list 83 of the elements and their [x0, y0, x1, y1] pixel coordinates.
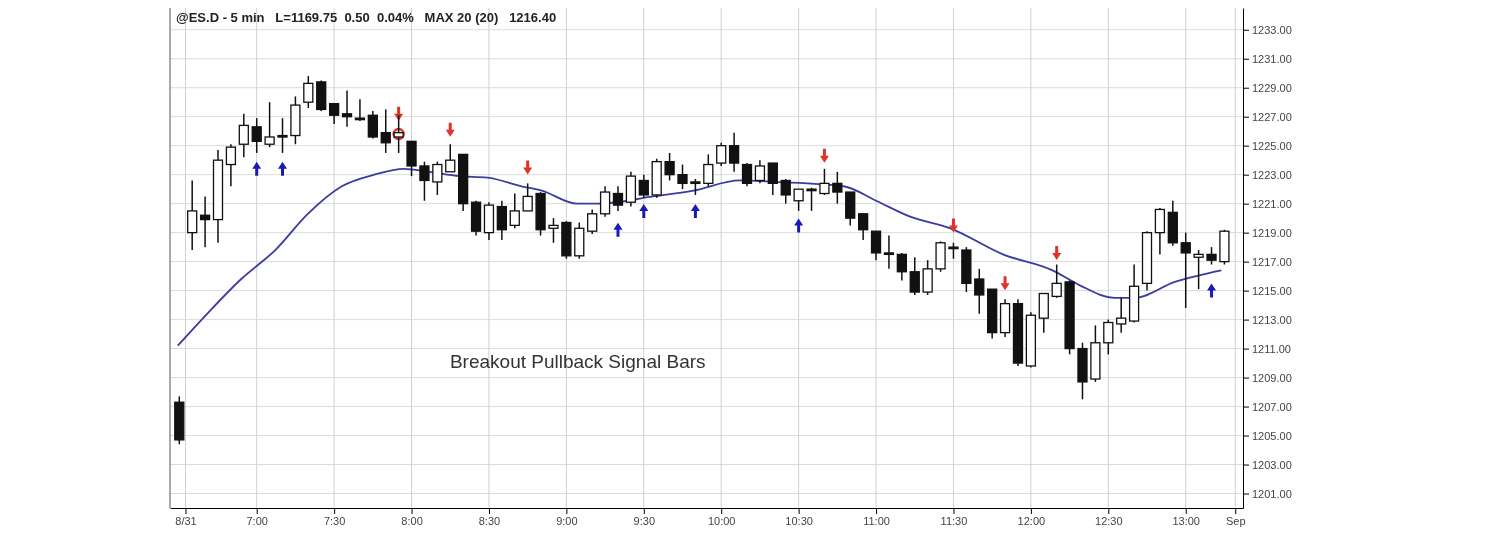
x-tick-label: 13:00 — [1172, 514, 1200, 527]
candlestick — [303, 75, 314, 109]
x-tick-label: 7:30 — [323, 514, 346, 527]
x-tick-label: 7:00 — [246, 514, 268, 527]
x-tick-label: 12:00 — [1017, 514, 1046, 527]
candlestick — [896, 252, 907, 282]
x-tick-label: 9:30 — [633, 514, 655, 527]
y-tick-label: 1231.00 — [1252, 52, 1292, 65]
candlestick — [548, 217, 559, 244]
y-tick-label: 1203.00 — [1252, 458, 1292, 471]
x-tick-label: 9:00 — [556, 514, 578, 527]
y-tick-label: 1217.00 — [1252, 255, 1292, 268]
x-tick-label: 11:00 — [863, 514, 890, 527]
candlestick — [870, 230, 882, 261]
candlestick — [832, 171, 843, 205]
candlestick — [780, 178, 791, 205]
x-tick-label: 8/31 — [175, 514, 197, 527]
candlestick — [1116, 297, 1127, 334]
y-tick-label: 1207.00 — [1252, 400, 1292, 413]
y-tick-label: 1227.00 — [1252, 110, 1292, 123]
candlestick — [1051, 263, 1062, 299]
candlestick — [187, 179, 198, 251]
candlestick — [238, 113, 249, 159]
candlestick — [716, 142, 727, 167]
candlestick — [1103, 318, 1114, 356]
candlestick — [664, 152, 675, 182]
candlestick — [741, 162, 753, 188]
y-tick-label: 1201.00 — [1252, 487, 1292, 500]
candlestick — [767, 162, 778, 196]
candlestick — [509, 192, 520, 230]
y-tick-label: 1205.00 — [1252, 429, 1292, 442]
candlestick — [354, 98, 366, 122]
candlestick — [445, 143, 456, 173]
candlestick — [264, 101, 275, 148]
y-tick-label: 1211.00 — [1252, 342, 1291, 355]
candlestick — [858, 213, 869, 241]
x-tick-label: Sep — [1225, 514, 1246, 527]
candlestick — [380, 108, 391, 154]
candlestick — [277, 117, 288, 154]
candlestick — [819, 168, 830, 196]
candlestick — [677, 163, 688, 190]
x-tick-label: 11:30 — [940, 514, 968, 527]
x-tick-label: 10:00 — [707, 514, 736, 527]
candlestick — [599, 185, 611, 218]
x-tick-label: 12:30 — [1095, 514, 1123, 527]
candlestick — [909, 256, 920, 296]
candlestick — [522, 182, 533, 212]
candlestick — [367, 110, 378, 140]
candlestick — [496, 200, 508, 241]
x-tick-label: 10:30 — [785, 514, 813, 527]
y-tick-label: 1215.00 — [1252, 284, 1292, 297]
y-tick-label: 1219.00 — [1252, 226, 1292, 239]
annotation: Breakout Pullback Signal Bars — [449, 351, 706, 372]
candlestick — [883, 234, 895, 270]
candlestick — [793, 188, 804, 212]
candlestick — [419, 160, 430, 202]
candlestick — [754, 159, 766, 185]
y-tick-label: 1209.00 — [1252, 371, 1292, 384]
candlestick — [328, 102, 340, 125]
y-tick-label: 1225.00 — [1252, 139, 1292, 152]
y-tick-label: 1229.00 — [1252, 81, 1292, 94]
candlestick — [432, 160, 443, 196]
candlestick — [225, 143, 237, 188]
y-tick-label: 1223.00 — [1252, 168, 1292, 181]
candlestick — [612, 185, 624, 212]
y-tick-label: 1213.00 — [1252, 313, 1292, 326]
candlestick — [341, 89, 353, 128]
chart-title: @ES.D - 5 min L=1169.75 0.50 0.04% MAX 20 (20) 1216.40 — [176, 10, 557, 25]
candlestick — [638, 173, 649, 199]
y-tick-label: 1233.00 — [1252, 23, 1292, 36]
candlestick — [587, 208, 598, 235]
candlestick — [1180, 231, 1191, 309]
x-tick-label: 8:00 — [401, 514, 423, 527]
x-tick-label: 8:30 — [478, 514, 501, 527]
candlestick — [974, 268, 985, 315]
candlestick — [728, 131, 740, 173]
y-tick-label: 1221.00 — [1252, 197, 1292, 210]
candlestick — [1193, 249, 1204, 290]
candlestick — [251, 117, 262, 154]
candlestick — [703, 153, 714, 188]
candlestick — [1154, 207, 1166, 256]
candlestick — [922, 259, 933, 296]
point — [392, 127, 405, 141]
